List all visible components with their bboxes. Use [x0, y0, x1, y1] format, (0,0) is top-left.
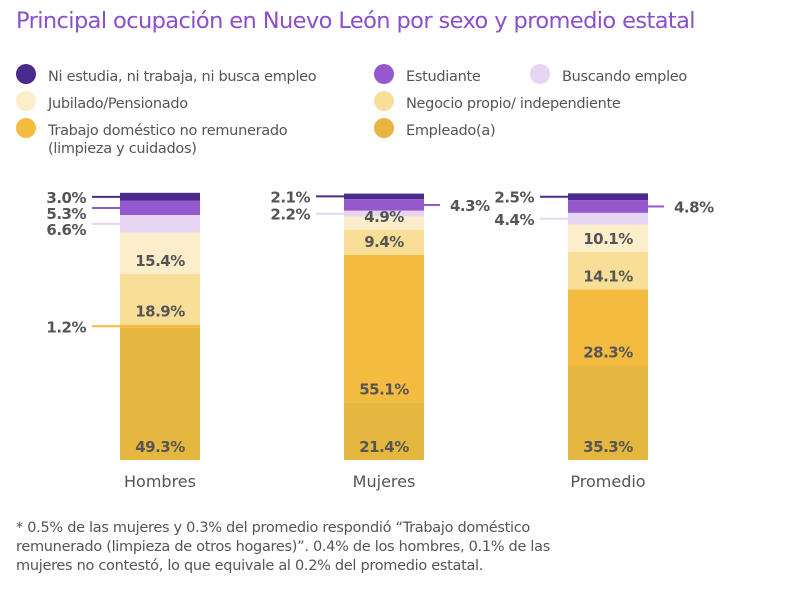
legend-label: Empleado(a) [406, 123, 496, 139]
data-label: 2.1% [270, 188, 310, 206]
data-label: 15.4% [135, 252, 185, 270]
legend-swatch-icon [16, 64, 36, 84]
data-label: 4.4% [494, 211, 534, 229]
legend-label: Trabajo doméstico no remunerado (limpieza… [48, 123, 288, 157]
bar-segment [344, 229, 424, 255]
data-label: 2.2% [270, 206, 310, 224]
data-label: 18.9% [135, 303, 185, 321]
data-label: 4.3% [450, 197, 490, 215]
bar-segment [120, 324, 200, 328]
footnote-line: remunerado (limpieza de otros hogares)”.… [16, 539, 550, 555]
footnote-line: * 0.5% de las mujeres y 0.3% del promedi… [16, 520, 530, 536]
bar-segment [568, 224, 648, 252]
data-label: 55.1% [359, 381, 409, 399]
legend-item: Ni estudia, ni trabaja, ni busca empleo [16, 64, 317, 86]
bar-segment [344, 210, 424, 217]
legend-item: Jubilado/Pensionado [16, 91, 188, 113]
data-label: 49.3% [135, 438, 185, 456]
bar-segment [568, 200, 648, 213]
bar-segment [344, 199, 424, 211]
bar-segment [120, 200, 200, 216]
legend-swatch-icon [374, 64, 394, 84]
legend-swatch-icon [530, 64, 550, 84]
bar-segment [344, 254, 424, 403]
data-label: 3.0% [46, 189, 86, 207]
legend-label: Estudiante [406, 69, 481, 85]
bar-segment [120, 327, 200, 460]
bar-segment [568, 365, 648, 460]
data-label: 5.3% [46, 205, 86, 223]
bar-segment [120, 274, 200, 325]
data-label: 10.1% [583, 230, 633, 248]
legend-item: Empleado(a) [374, 118, 496, 140]
legend-label: Ni estudia, ni trabaja, ni busca empleo [48, 69, 317, 85]
legend-label: Negocio propio/ independiente [406, 96, 621, 112]
legend-swatch-icon [374, 91, 394, 111]
bar-segment [344, 402, 424, 460]
data-label: 4.9% [364, 208, 404, 226]
bar-segment [344, 193, 424, 200]
category-label: Mujeres [353, 472, 416, 491]
bar-segment [344, 216, 424, 230]
legend-label: Jubilado/Pensionado [48, 96, 188, 112]
bar-segment [120, 215, 200, 233]
data-label: 4.8% [674, 198, 714, 216]
legend-swatch-icon [16, 91, 36, 111]
data-label: 2.5% [494, 189, 534, 207]
category-label: Hombres [124, 472, 196, 491]
data-label: 9.4% [364, 233, 404, 251]
legend-swatch-icon [374, 118, 394, 138]
legend-swatch-icon [16, 118, 36, 138]
legend-item: Estudiante [374, 64, 481, 86]
footnote: * 0.5% de las mujeres y 0.3% del promedi… [16, 519, 550, 576]
legend-item: Buscando empleo [530, 64, 687, 86]
data-label: 21.4% [359, 438, 409, 456]
bar-segment [568, 251, 648, 290]
bar-segment [568, 193, 648, 201]
chart-title: Principal ocupación en Nuevo León por se… [16, 8, 696, 34]
footnote-line: mujeres no contestó, lo que equivale al … [16, 558, 484, 574]
data-label: 6.6% [46, 221, 86, 239]
legend-item: Trabajo doméstico no remunerado (limpieza… [16, 118, 288, 158]
data-label: 1.2% [46, 318, 86, 336]
bar-segment [120, 232, 200, 275]
bar-segment [568, 212, 648, 225]
bar-segment [568, 289, 648, 366]
data-label: 35.3% [583, 438, 633, 456]
data-label: 28.3% [583, 343, 633, 361]
legend-label: Buscando empleo [562, 69, 687, 85]
category-label: Promedio [570, 472, 645, 491]
legend-item: Negocio propio/ independiente [374, 91, 621, 113]
bar-segment [120, 192, 200, 201]
data-label: 14.1% [583, 268, 633, 286]
